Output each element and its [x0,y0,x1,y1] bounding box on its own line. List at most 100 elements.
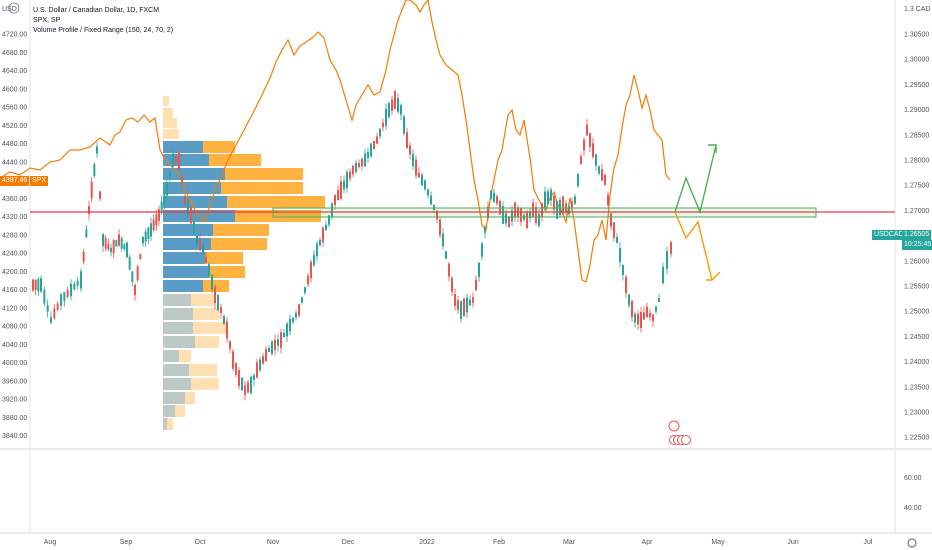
candle-body [60,294,62,306]
candle-body [283,332,285,338]
candle-body [232,351,234,369]
candle-body [574,196,576,204]
legend-symbol[interactable]: U.S. Dollar / Canadian Dollar, 1D, FXCM [33,7,160,14]
left-axis-tick: 3880.00 [2,415,27,422]
usdcad-price-label: 1.26505 [902,230,932,240]
candle-body [96,146,98,154]
support-zone-rectangle [272,207,817,218]
candle-body [346,171,348,189]
right-axis-tick: 1.27000 [904,208,929,215]
usdcad-name: USDCAD [874,231,904,238]
candle-body [295,312,297,318]
right-axis-tick: 1.25500 [904,284,929,291]
candle-body [469,299,471,306]
candle-body [238,370,240,386]
candle-body [304,287,306,293]
right-axis-tick: 1.23500 [904,384,929,391]
candle-body [43,289,46,304]
legend-indicator[interactable]: Volume Profile / Fixed Range (150, 24, 7… [33,27,174,34]
candle-body [265,348,267,362]
candle-body [102,233,104,247]
candle-body [46,305,49,312]
profile-row-total [163,418,173,430]
candle-body [568,206,570,214]
spx-price-value: 4397.46 [2,177,28,184]
candle-body [126,242,128,258]
right-axis-tick: 1.30000 [904,57,929,64]
legend-compare[interactable]: SPX, SP [33,17,61,24]
profile-row-up [163,224,213,236]
candle-body [271,341,273,354]
candle-body [529,212,531,218]
spx-name-label: SPX [30,176,49,186]
candle-body [85,229,88,238]
time-axis-label: Oct [195,539,206,546]
candle-body [541,203,543,217]
bullish-arrow-head [708,144,717,153]
candle-body [211,275,213,290]
right-axis-tick: 1.29500 [904,82,929,89]
candle-body [666,251,668,269]
candle-body [118,234,120,246]
profile-row-up [163,322,193,334]
left-axis-tick: 4000.00 [2,360,27,367]
candle-body [427,189,429,196]
right-axis-tick: 1.24000 [904,359,929,366]
candle-body [190,206,192,224]
left-axis-tick: 4200.00 [2,269,27,276]
candle-body [90,181,93,199]
candle-body [99,191,101,199]
candle-body [634,313,636,323]
candle-body [316,243,318,257]
right-axis-tick: 1.27500 [904,183,929,190]
candle-body [436,210,438,220]
candle-body [253,375,255,380]
candle-body [544,191,546,209]
candle-body [70,283,72,297]
candle-body [388,103,390,117]
profile-row-up [163,266,209,278]
time-axis-label: Nov [267,539,280,546]
profile-row-total [163,378,219,390]
candle-body [481,243,483,257]
profile-row-up [163,294,191,306]
candle-body [382,122,384,128]
candle-body [334,194,336,206]
candle-body [247,382,249,393]
profile-row-total [163,96,169,106]
candle-body [505,213,507,224]
candle-body [343,180,345,190]
candle-body [286,323,288,337]
candle-body [595,154,597,166]
left-price-axis[interactable]: 4720.00 4680.00 4640.00 4600.00 4560.00 4520.… [2,2,27,440]
right-axis-tick: 1.24500 [904,334,929,341]
candle-body [166,184,168,196]
canada-flag-icon [668,420,680,432]
candle-body [223,316,225,324]
candle-body [196,235,198,245]
candle-body [155,214,158,226]
candle-body [496,196,498,204]
time-axis-label: Sep [120,539,133,546]
candle-body [385,108,387,127]
candle-body [37,278,40,292]
candle-body [110,247,112,253]
candle-body [550,189,552,201]
candle-body [123,244,126,250]
drawings[interactable] [30,144,895,445]
candle-body [367,152,369,158]
left-axis-tick: 3960.00 [2,378,27,385]
candle-body [226,321,228,339]
left-axis-tick: 4440.00 [2,159,27,166]
candle-body [373,140,375,150]
profile-row-up [163,168,225,180]
candle-body [439,219,441,236]
candle-body [601,169,603,181]
time-axis[interactable]: Aug Sep Oct Nov Dec 2022 Feb Mar Apr May Jun Jul [44,539,873,546]
candle-body [325,224,327,231]
candle-body [493,192,495,203]
gear-icon [907,538,917,548]
candle-body [76,280,79,286]
candle-body [56,303,59,310]
